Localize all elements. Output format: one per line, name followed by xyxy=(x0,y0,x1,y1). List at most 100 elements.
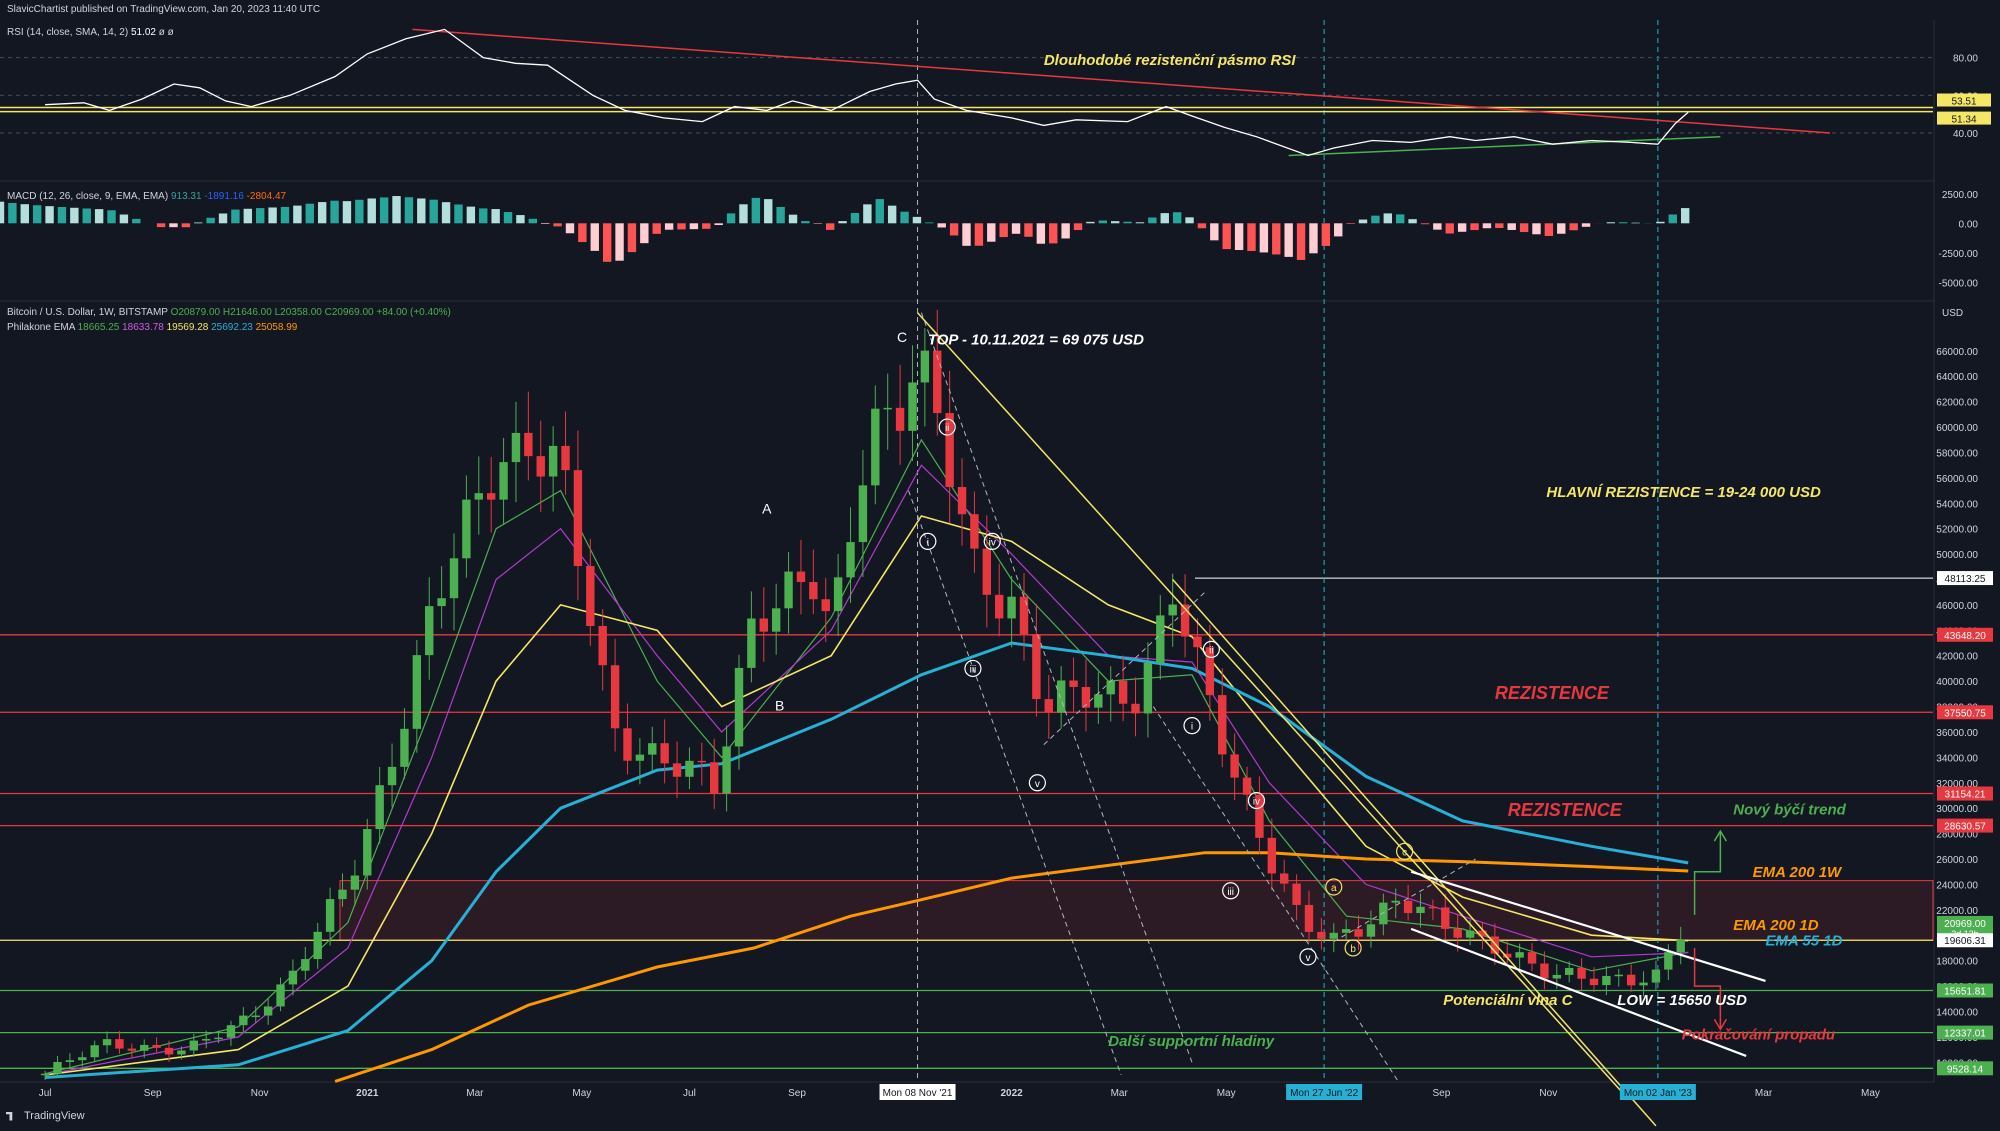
ema-legend[interactable]: Philakone EMA 18665.25 18633.78 19569.28… xyxy=(7,322,297,333)
ohlc-low: L20358.00 xyxy=(274,307,322,318)
wave-label: c xyxy=(1402,847,1407,858)
resistance-zone xyxy=(339,880,1934,941)
candle-body xyxy=(400,728,409,767)
macd-histogram-bar xyxy=(553,223,562,227)
rsi-legend[interactable]: RSI (14, close, SMA, 14, 2) 51.02 ø ø xyxy=(7,27,174,38)
time-axis-marker-label: Mon 08 Nov '21 xyxy=(883,1088,953,1099)
macd-histogram-bar xyxy=(503,212,513,224)
time-axis-label: Nov xyxy=(251,1088,269,1099)
candle-body xyxy=(1044,699,1053,713)
chart-annotation: REZISTENCE xyxy=(1495,683,1610,703)
price-axis-tick-label: 32000.00 xyxy=(1936,779,1978,790)
macd-histogram-bar xyxy=(702,223,711,229)
price-axis-tick-label: 30000.00 xyxy=(1936,804,1978,815)
price-axis-unit-label: USD xyxy=(1942,308,1963,319)
macd-legend[interactable]: MACD (12, 26, close, 9, EMA, EMA) 913.31… xyxy=(7,191,286,202)
bear-arrow-head xyxy=(1713,1018,1728,1031)
candle-body xyxy=(524,432,533,457)
macd-histogram-bar xyxy=(132,218,141,224)
macd-histogram-bar xyxy=(1309,223,1318,254)
wave-label-circle xyxy=(964,659,982,678)
macd-histogram-bar xyxy=(169,223,178,228)
candle-body xyxy=(1180,604,1190,637)
footer-brand[interactable]: TradingView xyxy=(6,1110,85,1122)
candle-body xyxy=(1341,929,1351,933)
chart-annotation: HLAVNÍ REZISTENCE = 19-24 000 USD xyxy=(1546,484,1821,501)
candle-body xyxy=(982,548,992,595)
wave-label-circle xyxy=(919,532,937,550)
macd-histogram-bar xyxy=(8,203,17,224)
candle-body xyxy=(437,598,446,607)
candle-body xyxy=(511,432,521,463)
ema-line-ema55 xyxy=(45,641,1689,1079)
wave-label-circle xyxy=(1325,878,1343,896)
macd-histogram-bar xyxy=(355,199,364,224)
macd-histogram-bar xyxy=(1631,222,1640,224)
dashed-channel-line xyxy=(1333,858,1476,943)
macd-histogram-bar xyxy=(194,222,203,224)
candle-body xyxy=(908,382,917,431)
published-caption: SlavicChartist published on TradingView.… xyxy=(7,4,321,15)
macd-histogram-bar xyxy=(1272,223,1281,255)
macd-histogram-bar xyxy=(1234,223,1244,251)
macd-histogram-bar xyxy=(417,198,426,224)
candle-body xyxy=(586,566,595,627)
candle-body xyxy=(164,1047,174,1055)
candle-body xyxy=(425,606,434,656)
candle-body xyxy=(1453,928,1462,938)
candle-body xyxy=(536,456,545,477)
candle-body xyxy=(1094,694,1103,708)
eye-icon[interactable]: ø xyxy=(158,27,165,38)
time-axis-label: Mar xyxy=(466,1088,484,1099)
candle-body xyxy=(53,1061,62,1074)
candle-body xyxy=(1676,939,1685,953)
macd-histogram-bar xyxy=(602,223,612,262)
rsi-legend-title: RSI (14, close, SMA, 14, 2) xyxy=(7,27,129,38)
candle-body xyxy=(1664,952,1673,970)
macd-histogram-bar xyxy=(1036,223,1046,244)
macd-histogram-bar xyxy=(491,209,500,224)
macd-histogram-bar xyxy=(764,199,773,224)
wave-label: A xyxy=(762,501,772,517)
rsi-red-trendline xyxy=(412,28,1830,134)
time-axis-label: Mar xyxy=(1111,1088,1129,1099)
time-axis-label: Jul xyxy=(683,1088,696,1099)
dashed-channel-line xyxy=(920,312,1193,1063)
wave-label: v xyxy=(1305,953,1310,964)
candle-body xyxy=(152,1044,161,1048)
macd-histogram-bar xyxy=(838,221,847,224)
macd-histogram-bar xyxy=(1172,212,1182,224)
macd-histogram-bar xyxy=(1445,223,1454,234)
candle-body xyxy=(1242,777,1252,795)
candle-body xyxy=(1255,794,1264,838)
macd-histogram-bar xyxy=(528,218,538,224)
macd-histogram-bar xyxy=(156,223,166,228)
macd-histogram-bar xyxy=(1395,214,1405,224)
macd-histogram-bar xyxy=(268,207,277,224)
symbol-legend[interactable]: Bitcoin / U.S. Dollar, 1W, BITSTAMP O208… xyxy=(7,307,451,318)
eye-icon[interactable]: ø xyxy=(167,27,174,38)
wave-label: iv xyxy=(1253,797,1260,808)
time-axis-label: Nov xyxy=(1539,1088,1557,1099)
ema-value-2: 18633.78 xyxy=(122,322,164,333)
candle-body xyxy=(821,599,830,612)
dashed-channel-line xyxy=(908,490,1122,1076)
candle-body xyxy=(239,1015,248,1026)
wave-label: ii xyxy=(945,423,949,434)
macd-histogram-bar xyxy=(801,221,810,224)
candle-body xyxy=(846,542,855,578)
candle-body xyxy=(375,785,384,830)
bear-arrow-path xyxy=(1693,947,1722,1030)
price-axis-tick-label: 62000.00 xyxy=(1936,398,1978,409)
candle-body xyxy=(1416,906,1425,914)
candle-body xyxy=(648,743,657,755)
candle-body xyxy=(957,486,967,515)
macd-histogram-bar xyxy=(1185,217,1194,224)
candle-body xyxy=(1218,695,1227,755)
candle-body xyxy=(871,408,880,486)
time-axis-label: Sep xyxy=(1432,1088,1450,1099)
macd-histogram-bar xyxy=(1346,223,1355,225)
price-axis-tick-label: 54000.00 xyxy=(1936,499,1978,510)
macd-axis-tick-label: 0.00 xyxy=(1959,219,1979,230)
